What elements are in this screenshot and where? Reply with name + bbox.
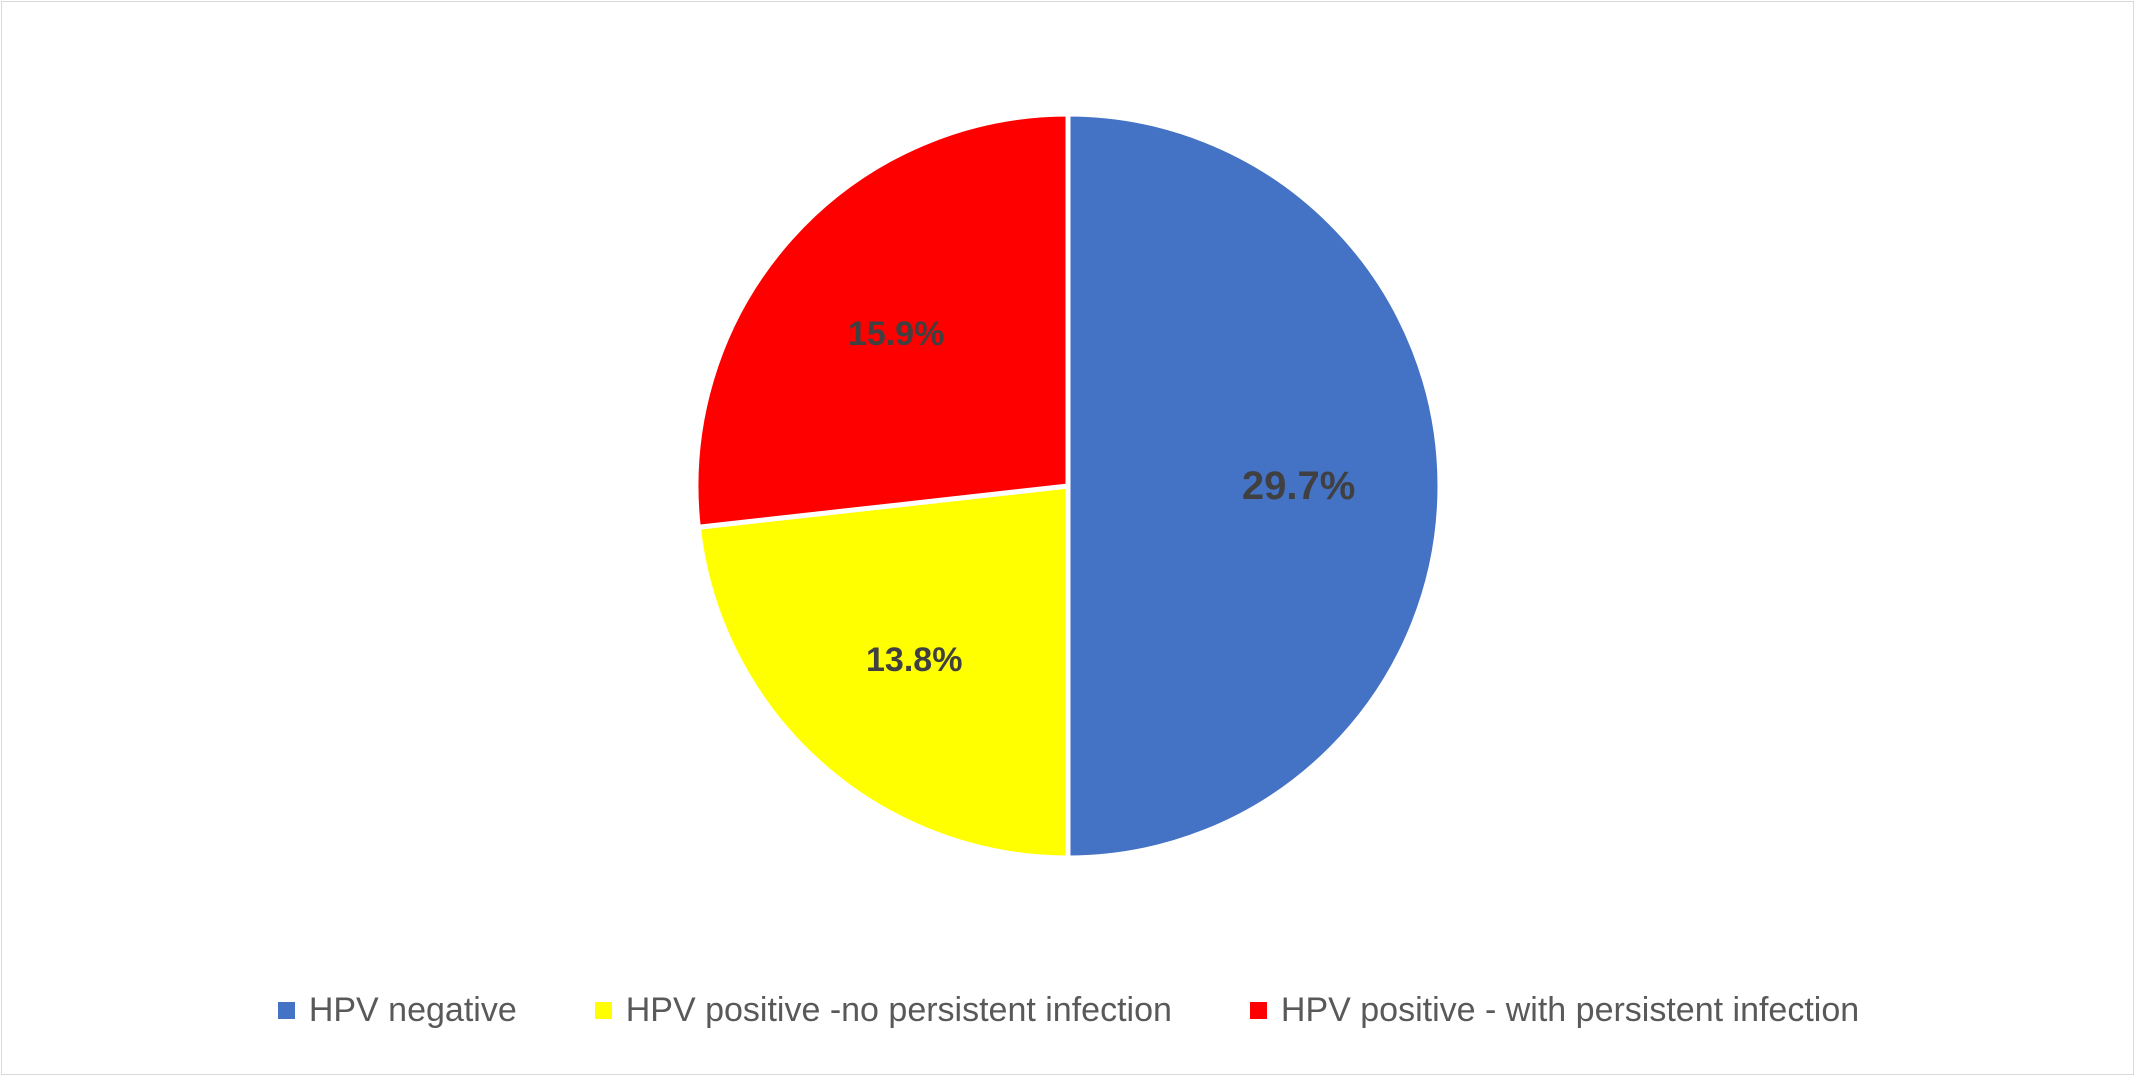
- legend-label-hpv-negative: HPV negative: [308, 990, 517, 1029]
- legend-item-hpv-positive-no-persistent: HPV positive -no persistent infection: [594, 990, 1172, 1030]
- legend-item-hpv-negative: HPV negative: [277, 990, 517, 1030]
- legend-label-hpv-positive-no-persistent: HPV positive -no persistent infection: [625, 990, 1172, 1029]
- legend: HPV negative HPV positive -no persistent…: [0, 985, 2137, 1035]
- data-label-hpv-positive-no-persistent: 13.8%: [866, 641, 962, 679]
- data-label-hpv-negative: 29.7%: [1242, 464, 1355, 508]
- legend-swatch-hpv-negative: [277, 1001, 295, 1019]
- legend-swatch-hpv-positive-with-persistent: [1249, 1001, 1267, 1019]
- pie-slice-hpv-positive-no-persistent: [695, 483, 1071, 861]
- pie-slice-hpv-negative: [1065, 111, 1443, 861]
- legend-label-hpv-positive-with-persistent: HPV positive - with persistent infection: [1280, 990, 1860, 1029]
- pie-slice-hpv-positive-with-persistent: [693, 111, 1071, 530]
- data-label-hpv-positive-with-persistent: 15.9%: [848, 315, 944, 353]
- legend-item-hpv-positive-with-persistent: HPV positive - with persistent infection: [1249, 990, 1860, 1030]
- legend-swatch-hpv-positive-no-persistent: [594, 1001, 612, 1019]
